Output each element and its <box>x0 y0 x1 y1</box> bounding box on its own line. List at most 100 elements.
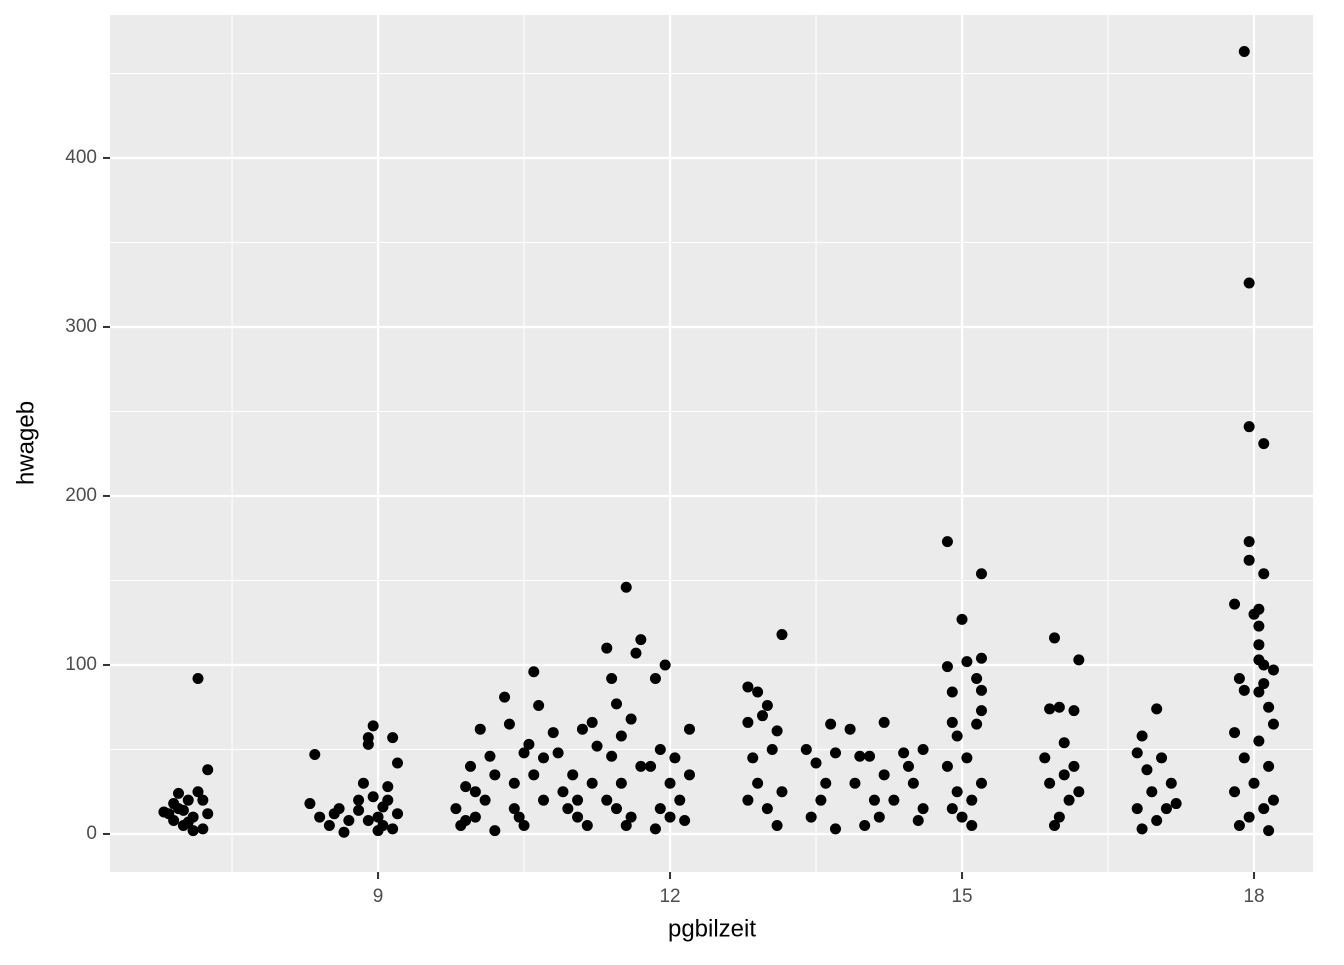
point <box>601 642 613 654</box>
point <box>951 786 963 798</box>
point <box>776 629 788 641</box>
point <box>1263 760 1275 772</box>
point <box>367 791 379 803</box>
point <box>567 769 579 781</box>
point <box>387 732 399 744</box>
point <box>1258 659 1270 671</box>
point <box>1253 686 1265 698</box>
point <box>158 806 170 818</box>
point <box>387 823 399 835</box>
point <box>187 825 199 837</box>
point <box>620 820 632 832</box>
point <box>761 803 773 815</box>
point <box>338 826 350 838</box>
point <box>878 769 890 781</box>
point <box>601 794 613 806</box>
point <box>1068 760 1080 772</box>
point <box>800 743 812 755</box>
point <box>1136 823 1148 835</box>
point <box>849 777 861 789</box>
point <box>1146 786 1158 798</box>
point <box>503 718 515 730</box>
point <box>1258 568 1270 580</box>
point <box>606 750 618 762</box>
point <box>951 730 963 742</box>
y-axis-title: hwageb <box>12 401 39 485</box>
point <box>591 740 603 752</box>
point <box>547 727 559 739</box>
point <box>1058 737 1070 749</box>
point <box>1233 820 1245 832</box>
point <box>1044 703 1056 715</box>
point <box>513 811 525 823</box>
point <box>664 777 676 789</box>
point <box>538 794 550 806</box>
point <box>202 764 214 776</box>
point <box>902 760 914 772</box>
panel <box>110 15 1313 872</box>
point <box>581 820 593 832</box>
point <box>1267 718 1279 730</box>
point <box>1253 620 1265 632</box>
point <box>1243 536 1255 548</box>
point <box>572 811 584 823</box>
point <box>533 700 545 712</box>
point <box>1258 803 1270 815</box>
point <box>353 804 365 816</box>
point <box>1053 701 1065 713</box>
point <box>1136 730 1148 742</box>
point <box>635 760 647 772</box>
x-tick-label: 9 <box>373 886 384 907</box>
point <box>309 749 321 761</box>
point <box>362 738 374 750</box>
point <box>946 686 958 698</box>
point <box>611 803 623 815</box>
x-axis-title: pgbilzeit <box>668 915 756 942</box>
point <box>1058 769 1070 781</box>
point <box>1263 701 1275 713</box>
point <box>192 672 204 684</box>
point <box>679 814 691 826</box>
point <box>586 777 598 789</box>
point <box>1238 752 1250 764</box>
point <box>961 656 973 668</box>
point <box>649 672 661 684</box>
point <box>873 811 885 823</box>
point <box>367 720 379 732</box>
point <box>659 659 671 671</box>
point <box>1160 803 1172 815</box>
point <box>606 672 618 684</box>
point <box>1243 277 1255 289</box>
point <box>202 808 214 820</box>
point <box>946 803 958 815</box>
point <box>829 747 841 759</box>
point <box>1243 421 1255 433</box>
point <box>1048 820 1060 832</box>
point <box>664 811 676 823</box>
point <box>747 752 759 764</box>
y-tick-label: 400 <box>65 147 97 168</box>
point <box>941 661 953 673</box>
point <box>966 820 978 832</box>
point <box>1229 786 1241 798</box>
point <box>168 814 180 826</box>
point <box>353 794 365 806</box>
point <box>854 750 866 762</box>
point <box>825 718 837 730</box>
point <box>528 666 540 678</box>
point <box>518 820 530 832</box>
point <box>314 811 326 823</box>
point <box>961 752 973 764</box>
point <box>1229 598 1241 610</box>
point <box>1248 777 1260 789</box>
point <box>859 820 871 832</box>
point <box>771 725 783 737</box>
point <box>1151 814 1163 826</box>
point <box>625 713 637 725</box>
point <box>611 698 623 710</box>
point <box>192 786 204 798</box>
point <box>752 686 764 698</box>
point <box>508 803 520 815</box>
point <box>1233 672 1245 684</box>
